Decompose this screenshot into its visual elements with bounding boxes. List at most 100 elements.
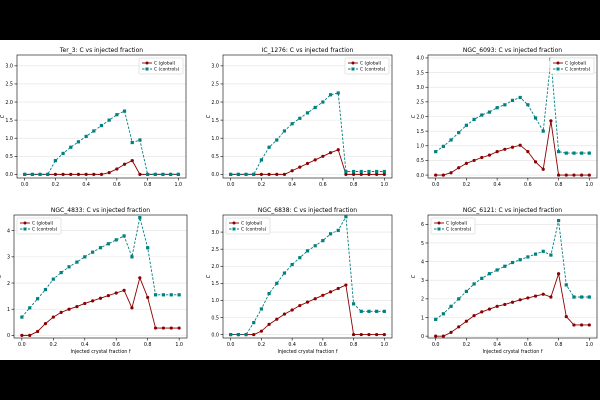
data-point-global [518,298,522,302]
x-tick-label: 1.0 [174,182,182,188]
data-point-controls [580,151,584,155]
data-point-controls [464,289,469,294]
data-point-global [472,158,476,163]
data-point-controls [526,103,530,107]
y-tick-label: 1.0 [211,298,219,304]
data-point-global [59,310,63,314]
x-tick-label: 1.0 [585,182,593,188]
x-tick-label: 0.6 [112,342,120,348]
y-tick-label: 0.0 [211,172,219,178]
data-point-controls [43,287,48,292]
data-point-controls [441,144,445,148]
y-tick-label: 0.5 [416,158,424,164]
data-point-global [541,292,545,296]
x-tick-label: 0.8 [350,342,358,348]
x-tick-label: 0.6 [319,182,327,188]
x-axis-label: Injected crystal fraction f [70,349,130,355]
y-tick-label: 3.5 [416,70,424,76]
data-point-controls [457,131,461,135]
data-point-controls [83,255,87,259]
data-point-controls [236,172,240,176]
data-point-global [351,332,356,337]
data-point-controls [114,238,118,242]
data-point-global [533,160,538,164]
y-axis-label: C [411,114,417,118]
data-point-global [252,332,256,337]
data-point-global [122,288,126,292]
x-tick-label: 0.2 [463,342,471,348]
data-point-global [53,172,58,176]
data-point-controls [161,293,166,297]
data-point-global [275,172,279,176]
data-point-controls [91,250,95,254]
data-point-controls [138,138,142,142]
data-point-controls [169,172,173,176]
y-tick-label: 3.0 [416,85,424,91]
legend: C (global)C (controls) [430,217,476,235]
data-point-controls [177,293,181,297]
data-point-controls [321,100,325,104]
data-point-controls [472,282,476,286]
x-tick-label: 1.0 [585,342,593,348]
data-point-controls [282,271,287,275]
data-point-controls [375,309,379,313]
data-point-global [259,329,264,333]
legend-marker [145,67,149,71]
series-line-controls [230,215,385,336]
x-tick-label: 0.0 [18,342,26,348]
legend-box [430,217,476,235]
data-point-global [359,332,363,337]
data-point-controls [434,317,438,321]
data-point-controls [487,272,492,276]
subplot-3: 0.0 0.5 1.0 1.5 2.0 2.5 3.0 3.5 4.0 0.0 0.2 0.4 0.6 0… [411,47,598,188]
x-tick-label: 0.2 [52,182,60,188]
legend-marker [23,227,27,231]
data-point-controls [76,140,81,144]
y-tick-label: 2 [421,297,424,303]
data-point-global [344,283,348,287]
data-point-global [518,143,522,147]
y-tick-label: 0 [7,333,10,339]
data-point-global [321,154,325,158]
y-tick-label: 2 [7,281,10,287]
data-point-global [321,293,325,297]
data-point-controls [518,258,522,262]
y-tick-label: 1.5 [211,118,219,124]
data-point-controls [122,109,127,113]
data-point-global [91,299,95,303]
data-point-controls [169,293,173,297]
data-point-global [84,172,88,176]
data-point-global [138,276,142,280]
data-point-global [99,172,104,176]
data-point-global [449,330,453,335]
data-point-global [457,325,461,329]
y-tick-label: 0.5 [5,154,13,160]
data-point-controls [564,151,568,155]
subplot-5: 0.0 0.5 1.0 1.5 2.0 2.5 3.0 0.0 0.2 0.4 0.6 0.8 1.0 N… [206,207,393,355]
data-point-controls [495,268,499,272]
data-point-global [503,302,507,307]
data-point-global [580,173,584,177]
data-point-controls [572,295,576,299]
data-point-global [75,304,79,309]
subplot-title: NGC_4833: C vs injected fraction [51,207,150,214]
y-tick-label: 0.5 [211,315,219,321]
data-point-controls [130,140,134,145]
data-point-controls [495,106,499,110]
data-point-global [510,300,515,304]
legend-label: C (global) [565,61,587,67]
data-point-global [526,150,530,154]
data-point-global [375,332,379,337]
legend: C (global)C (controls) [344,57,390,75]
data-point-global [290,169,294,173]
data-point-global [382,172,386,176]
data-point-controls [75,260,79,264]
data-point-controls [351,169,356,174]
y-tick-label: 3.0 [211,64,219,70]
legend-label: C (global) [446,221,468,227]
data-point-controls [298,116,302,120]
data-point-controls [587,151,591,155]
data-point-controls [99,123,104,128]
x-tick-label: 0.4 [288,182,296,188]
x-axis-label: Injected crystal fraction f [277,349,337,355]
